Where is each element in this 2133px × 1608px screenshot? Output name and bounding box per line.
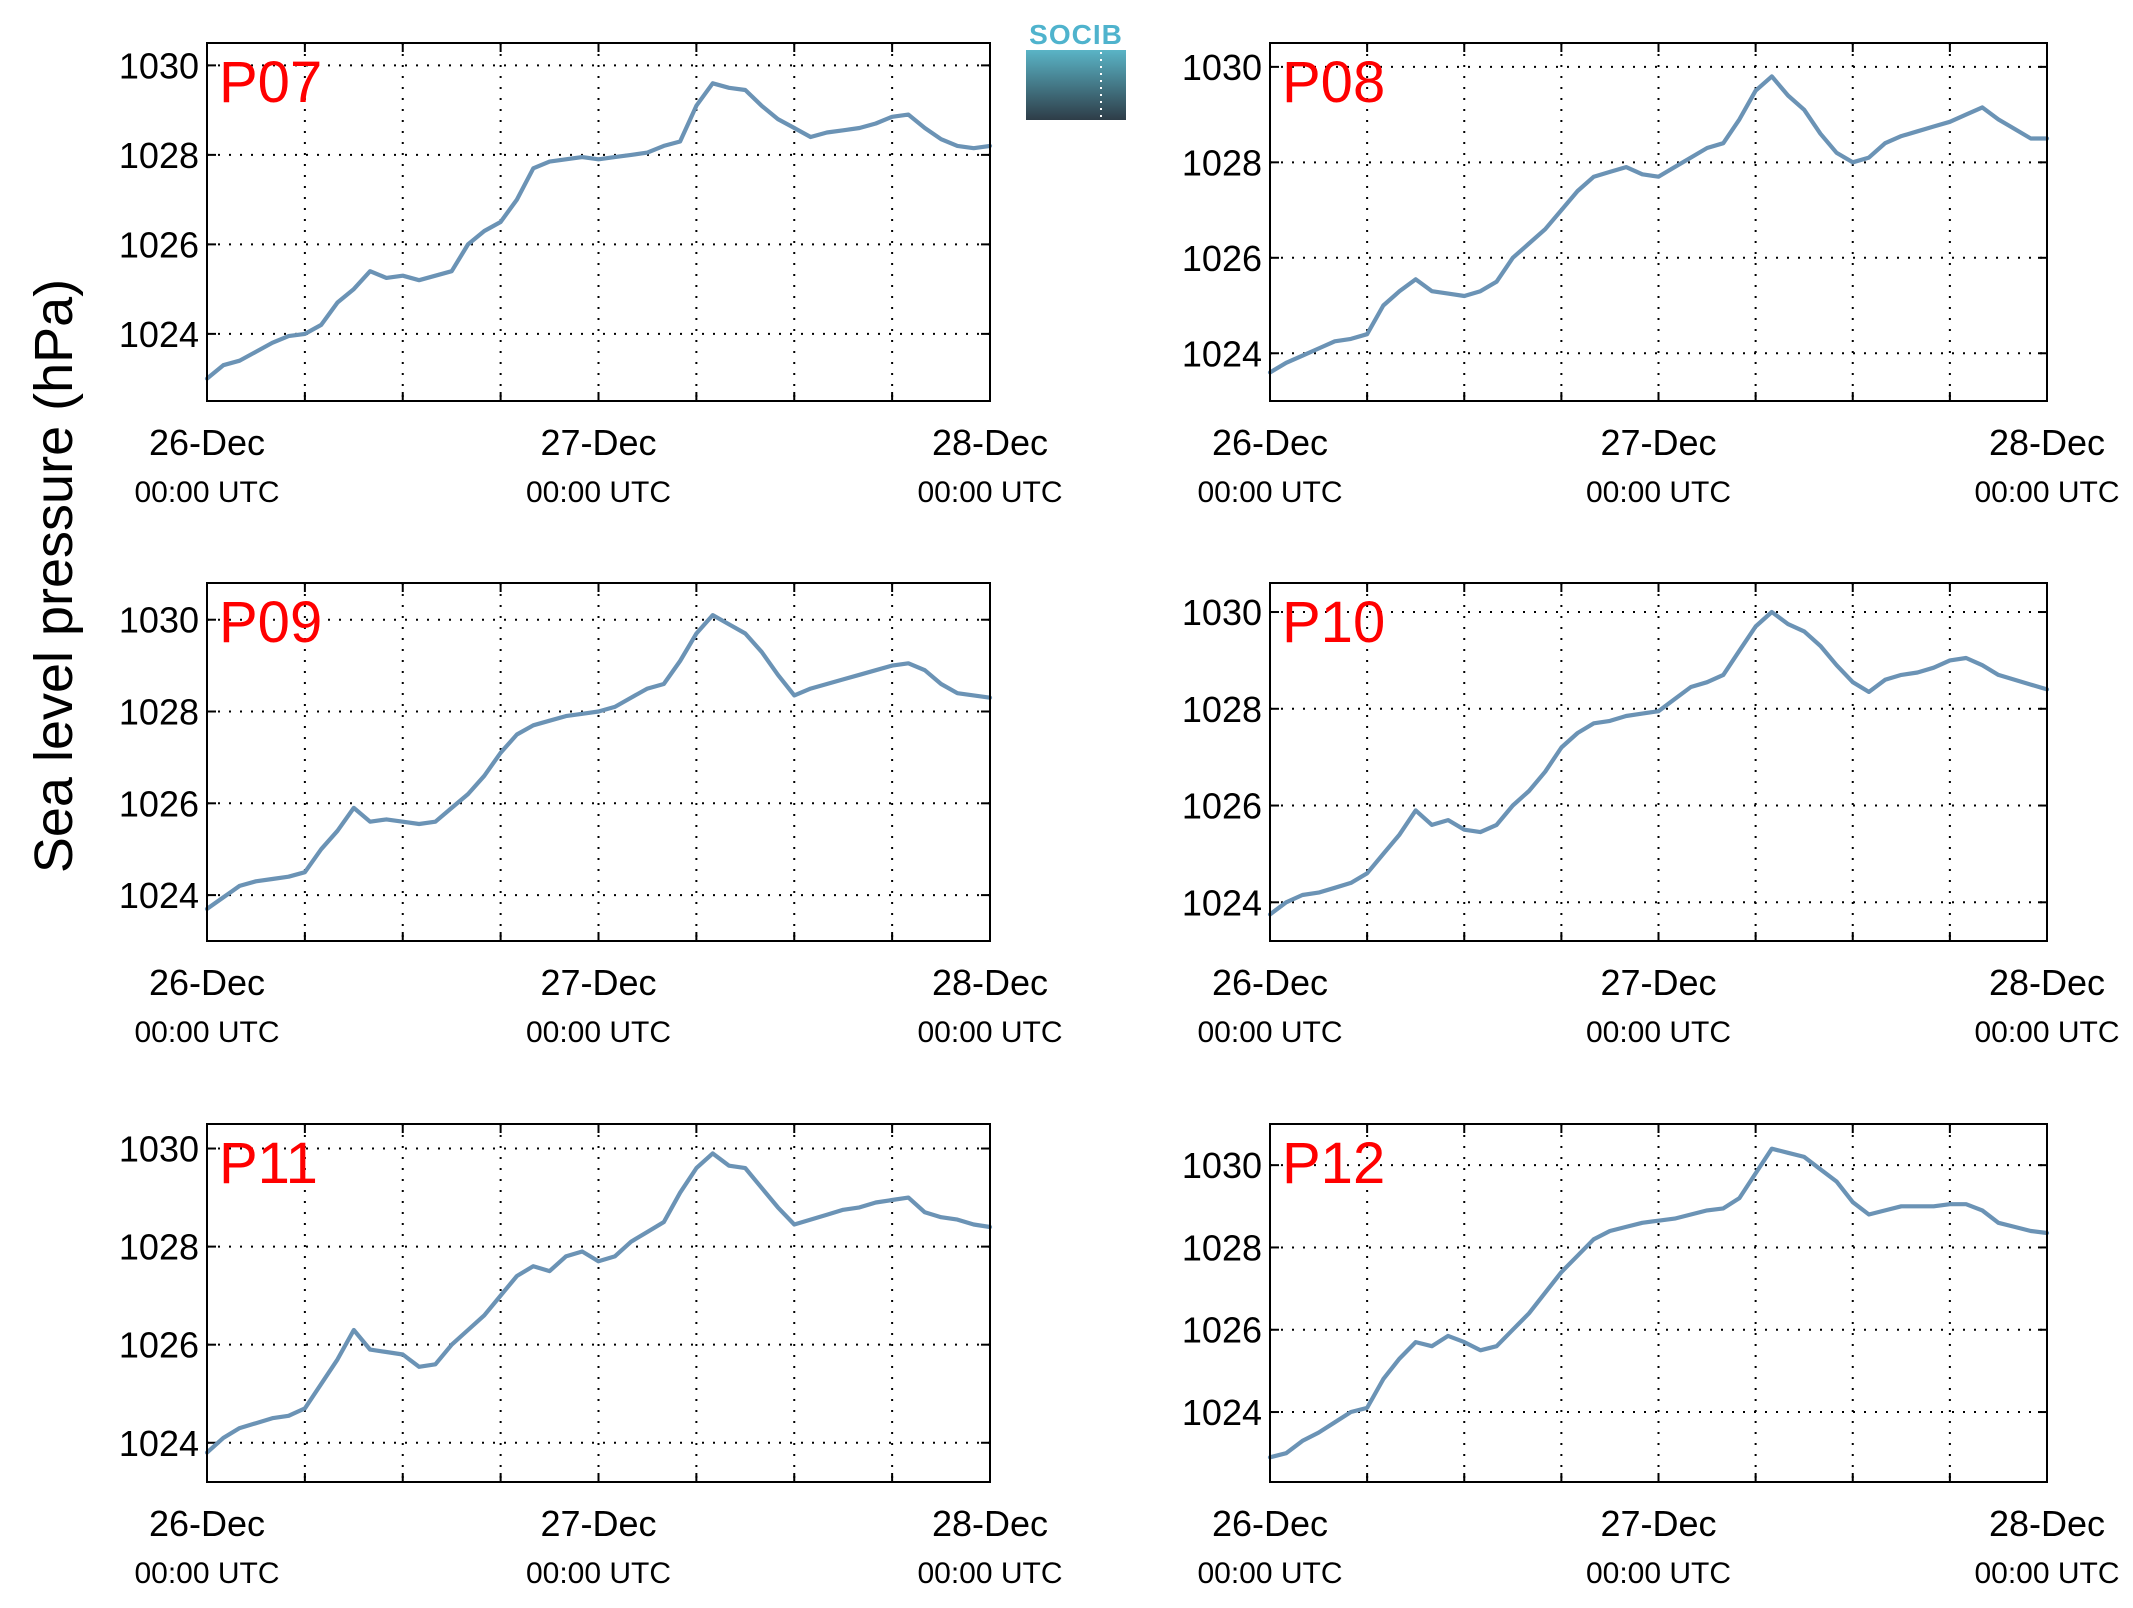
panel-label: P10 (1282, 590, 1385, 655)
x-tick-label-time: 00:00 UTC (526, 1557, 671, 1590)
axes-frame (1269, 42, 2048, 402)
x-tick-label-date: 26-Dec (1212, 962, 1328, 1003)
y-tick-label: 1024 (119, 314, 199, 355)
x-tick-label-date: 27-Dec (540, 962, 656, 1003)
x-tick-label-time: 00:00 UTC (134, 476, 279, 509)
x-tick-label-date: 26-Dec (149, 962, 265, 1003)
y-tick-label: 1028 (1182, 1227, 1262, 1268)
y-tick-label: 1026 (1182, 786, 1262, 827)
chart-panel-p07: 1024 1026 1028 1030 26-Dec 00:00 UTC 27-Dec 00:… (119, 42, 1063, 509)
logo-text: SOCIB (1029, 19, 1123, 50)
socib-logo: SOCIB (1026, 19, 1126, 120)
x-tick-label-date: 26-Dec (149, 422, 265, 463)
x-tick-label-date: 27-Dec (540, 422, 656, 463)
axes-frame (1269, 1123, 2048, 1483)
panel-label: P07 (219, 50, 322, 115)
x-tick-label-date: 26-Dec (1212, 1503, 1328, 1544)
x-tick-label-time: 00:00 UTC (1197, 1016, 1342, 1049)
panel-label: P09 (219, 590, 322, 655)
x-tick-label-date: 28-Dec (932, 1503, 1048, 1544)
x-tick-label-time: 00:00 UTC (134, 1557, 279, 1590)
y-tick-label: 1024 (1182, 882, 1262, 923)
x-tick-label-date: 26-Dec (149, 1503, 265, 1544)
chart-panel-p09: 1024 1026 1028 1030 26-Dec 00:00 UTC 27-Dec 00:… (119, 582, 1063, 1049)
x-tick-label-date: 27-Dec (1600, 962, 1716, 1003)
y-tick-label: 1026 (1182, 238, 1262, 279)
y-tick-label: 1028 (1182, 689, 1262, 730)
x-tick-label-date: 28-Dec (932, 422, 1048, 463)
panel-label: P08 (1282, 50, 1385, 115)
x-tick-label-date: 28-Dec (932, 962, 1048, 1003)
x-tick-label-date: 27-Dec (540, 1503, 656, 1544)
x-tick-label-time: 00:00 UTC (134, 1016, 279, 1049)
y-tick-label: 1028 (1182, 142, 1262, 183)
x-tick-label-time: 00:00 UTC (526, 476, 671, 509)
series-line (1267, 1146, 2050, 1460)
series-line (1267, 609, 2050, 917)
series-line (204, 81, 993, 381)
x-tick-label-date: 27-Dec (1600, 1503, 1716, 1544)
series-line (204, 1151, 993, 1455)
x-tick-label-time: 00:00 UTC (1197, 476, 1342, 509)
y-tick-label: 1030 (1182, 1145, 1262, 1186)
y-tick-label: 1024 (119, 875, 199, 916)
y-tick-label: 1024 (1182, 1392, 1262, 1433)
x-tick-label-time: 00:00 UTC (1586, 1557, 1731, 1590)
y-tick-label: 1030 (1182, 592, 1262, 633)
y-tick-label: 1024 (1182, 333, 1262, 374)
x-tick-label-date: 28-Dec (1989, 422, 2105, 463)
x-tick-label-time: 00:00 UTC (1197, 1557, 1342, 1590)
panel-label: P11 (219, 1131, 318, 1196)
logo-block (1026, 50, 1126, 120)
x-tick-label-date: 28-Dec (1989, 962, 2105, 1003)
x-tick-label-time: 00:00 UTC (917, 1016, 1062, 1049)
y-axis-label: Sea level pressure (hPa) (24, 279, 84, 873)
x-tick-label-time: 00:00 UTC (917, 476, 1062, 509)
axes-frame (1269, 582, 2048, 942)
axes-frame (206, 582, 991, 942)
y-tick-label: 1024 (119, 1423, 199, 1464)
axes-frame (206, 42, 991, 402)
y-tick-label: 1028 (119, 1227, 199, 1268)
y-tick-label: 1028 (119, 135, 199, 176)
y-tick-label: 1030 (119, 45, 199, 86)
y-tick-label: 1026 (119, 224, 199, 265)
panels: 1024 1026 1028 1030 26-Dec 00:00 UTC 27-Dec 00:… (119, 42, 2120, 1590)
panel-label: P12 (1282, 1131, 1385, 1196)
y-tick-label: 1030 (119, 600, 199, 641)
chart-panel-p08: 1024 1026 1028 1030 26-Dec 00:00 UTC 27-Dec 00:… (1182, 42, 2120, 509)
y-tick-label: 1026 (119, 1325, 199, 1366)
chart-panel-p12: 1024 1026 1028 1030 26-Dec 00:00 UTC 27-Dec 00:… (1182, 1123, 2120, 1590)
series-line (204, 612, 993, 912)
x-tick-label-time: 00:00 UTC (1974, 476, 2119, 509)
x-tick-label-time: 00:00 UTC (1586, 1016, 1731, 1049)
y-tick-label: 1028 (119, 692, 199, 733)
y-tick-label: 1030 (119, 1129, 199, 1170)
x-tick-label-date: 28-Dec (1989, 1503, 2105, 1544)
x-tick-label-date: 27-Dec (1600, 422, 1716, 463)
x-tick-label-time: 00:00 UTC (917, 1557, 1062, 1590)
x-tick-label-time: 00:00 UTC (1974, 1016, 2119, 1049)
y-tick-label: 1026 (1182, 1310, 1262, 1351)
y-tick-label: 1026 (119, 783, 199, 824)
chart-panel-p11: 1024 1026 1028 1030 26-Dec 00:00 UTC 27-Dec 00:… (119, 1123, 1063, 1590)
x-tick-label-time: 00:00 UTC (1586, 476, 1731, 509)
chart-panel-p10: 1024 1026 1028 1030 26-Dec 00:00 UTC 27-Dec 00:… (1182, 582, 2120, 1049)
x-tick-label-time: 00:00 UTC (1974, 1557, 2119, 1590)
x-tick-label-date: 26-Dec (1212, 422, 1328, 463)
x-tick-label-time: 00:00 UTC (526, 1016, 671, 1049)
axes-frame (206, 1123, 991, 1483)
y-tick-label: 1030 (1182, 47, 1262, 88)
series-line (1267, 74, 2050, 375)
